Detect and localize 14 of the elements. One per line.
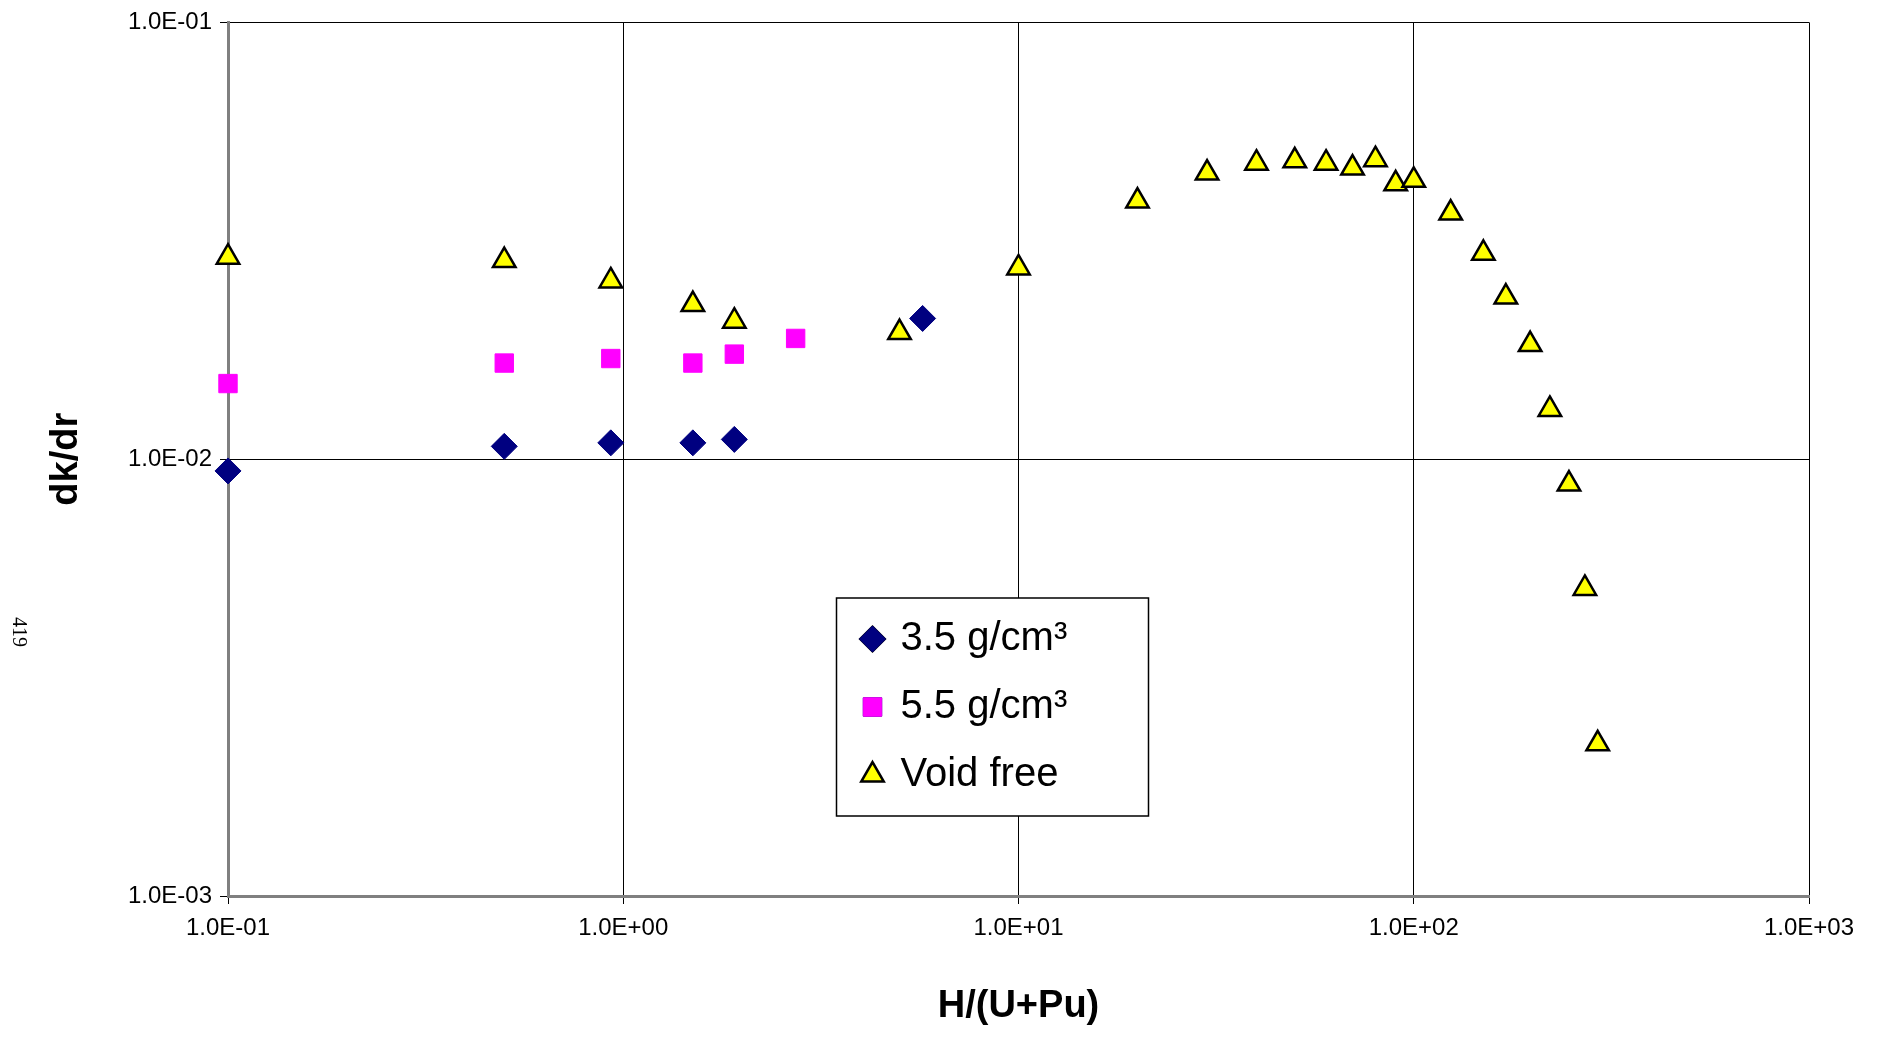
x-tick-label: 1.0E+03	[1763, 913, 1855, 941]
y-tick-label: 1.0E-01	[127, 7, 212, 35]
legend-label: 3.5 g/cm³	[900, 614, 1068, 659]
x-tick-label: 1.0E+02	[1368, 913, 1459, 941]
x-tick-label: 1.0E-01	[185, 913, 271, 941]
y-tick-label: 1.0E-02	[127, 443, 212, 471]
text: 419	[8, 617, 31, 647]
x-tick-label: 1.0E+00	[578, 913, 669, 941]
y-axis-title: dk/dr	[43, 412, 86, 506]
legend-label: Void free	[900, 750, 1059, 795]
y-tick-label: 1.0E-03	[127, 880, 212, 908]
x-axis-title: H/(U+Pu)	[937, 982, 1100, 1025]
legend-label: 5.5 g/cm³	[900, 682, 1068, 727]
x-tick-label: 1.0E+01	[973, 913, 1064, 941]
